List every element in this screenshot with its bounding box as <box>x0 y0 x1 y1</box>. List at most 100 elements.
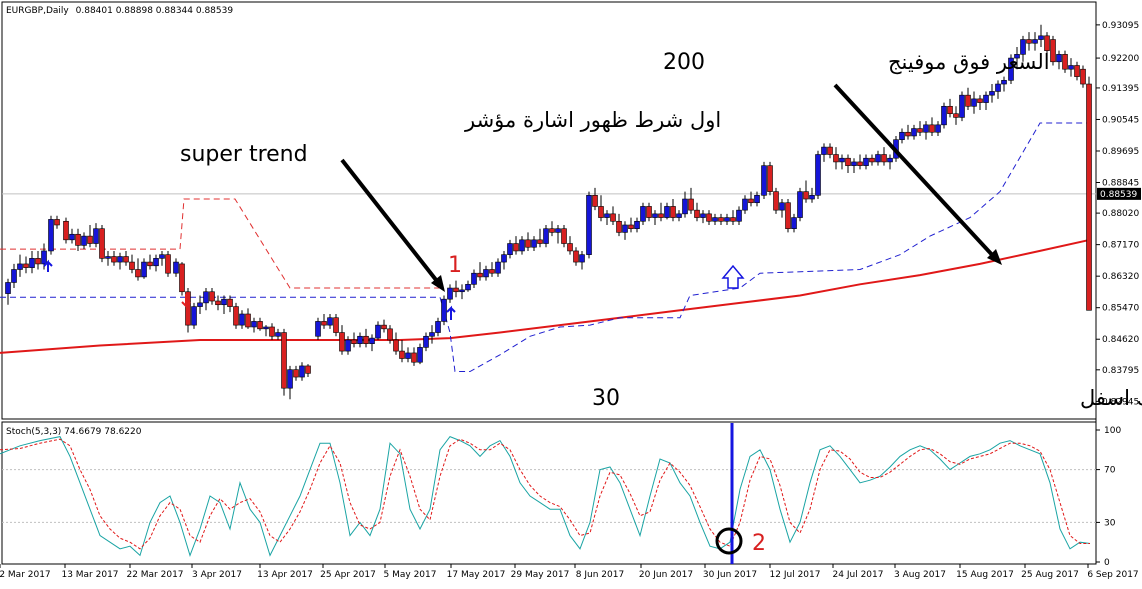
candle <box>971 91 977 114</box>
candle-body <box>399 350 405 359</box>
candle <box>670 199 676 222</box>
candle-body <box>833 154 839 163</box>
candle <box>315 317 321 340</box>
candle <box>257 317 263 331</box>
candle-body <box>159 254 165 259</box>
stoch-annotation-arabic: انتظار اول تقاطع في مؤشر استوكاستيك اسفل <box>1080 386 1142 410</box>
candle-body <box>561 228 567 244</box>
ma-annotation-arabic: السعر فوق موفينج <box>888 50 1050 74</box>
stoch-signal-line <box>0 438 1090 550</box>
candle <box>682 191 688 218</box>
candle-body <box>375 324 381 339</box>
price-tick-label: 0.93095 <box>1102 21 1139 31</box>
candle-body <box>251 321 257 328</box>
candle <box>537 228 543 248</box>
candle-body <box>549 228 555 233</box>
candle <box>941 102 947 129</box>
candle-body <box>845 157 851 166</box>
candle <box>453 280 459 298</box>
candle-body <box>105 256 111 259</box>
candle-body <box>989 91 995 96</box>
candle-body <box>123 256 129 263</box>
candle-body <box>676 213 682 218</box>
candle <box>221 295 227 314</box>
candle <box>357 332 363 348</box>
candle <box>281 328 287 396</box>
candle-body <box>923 124 929 133</box>
candle <box>81 232 87 250</box>
supertrend-up-line <box>0 122 1090 372</box>
candle <box>748 191 754 207</box>
candle-body <box>459 289 465 293</box>
stoch-tick-label: 0 <box>1104 558 1110 568</box>
candle-body <box>305 365 311 374</box>
candle-body <box>809 195 815 200</box>
ma-annotation-number: 200 <box>663 50 705 75</box>
candle <box>501 250 507 270</box>
date-tick-label: 8 Jun 2017 <box>576 570 624 580</box>
candle <box>911 124 917 140</box>
candle <box>1032 32 1038 51</box>
candle <box>173 258 179 277</box>
stoch-main-line <box>0 435 1091 557</box>
candle-body <box>269 326 275 337</box>
candle <box>724 213 730 225</box>
candle-body <box>688 198 694 211</box>
price-tick-label: 0.82945 <box>1102 397 1139 407</box>
candle-body <box>507 243 513 255</box>
candle <box>983 91 989 110</box>
candle-body <box>640 206 646 222</box>
candle-body <box>610 213 616 222</box>
candle <box>465 280 471 292</box>
candle <box>69 228 75 244</box>
candle-body <box>173 261 179 274</box>
candle-body <box>29 258 35 268</box>
candle <box>718 213 724 225</box>
candle-body <box>971 98 977 107</box>
candle-body <box>658 213 664 218</box>
candle-body <box>519 239 525 252</box>
annotation-arrows <box>340 83 1002 292</box>
candle-body <box>543 228 549 244</box>
candle <box>1014 46 1020 70</box>
symbol-label: EURGBP,Daily <box>6 6 69 16</box>
candle <box>299 362 305 381</box>
date-tick-label: 5 May 2017 <box>384 570 437 580</box>
candle-body <box>477 272 483 278</box>
candle-body <box>592 195 598 207</box>
candle <box>652 210 658 225</box>
candle-body <box>387 328 393 341</box>
supertrend-signals <box>43 259 745 320</box>
candle <box>363 328 369 348</box>
stoch-tick-label: 30 <box>1104 518 1116 528</box>
candle-body <box>381 324 387 330</box>
candle-body <box>947 105 953 115</box>
candle <box>1008 54 1014 85</box>
price-tick-label: 0.85470 <box>1102 304 1139 314</box>
candle <box>851 158 857 174</box>
candle-body <box>869 157 875 163</box>
candle-body <box>1074 65 1080 77</box>
candle <box>959 91 965 122</box>
candle-body <box>664 206 670 218</box>
candle <box>995 80 1001 99</box>
arrow-to-supertrend <box>340 158 442 287</box>
candle <box>905 124 911 140</box>
ohlc-label: 0.88401 0.88898 0.88344 0.88539 <box>76 6 234 16</box>
candle-body <box>69 233 75 241</box>
candle <box>345 336 351 355</box>
stoch-tick-label: 100 <box>1104 426 1121 436</box>
candle-body <box>736 209 742 222</box>
candle <box>947 98 953 118</box>
candle <box>105 250 111 266</box>
price-tick-label: 0.92200 <box>1102 54 1139 64</box>
candle <box>93 223 99 248</box>
signal-marker-1: 1 <box>448 253 462 278</box>
candle <box>519 236 525 255</box>
candle <box>203 288 209 311</box>
sell-arrow-icon <box>181 294 191 309</box>
candle-body <box>525 239 531 248</box>
candle-body <box>339 332 345 352</box>
candle-body <box>899 131 905 140</box>
